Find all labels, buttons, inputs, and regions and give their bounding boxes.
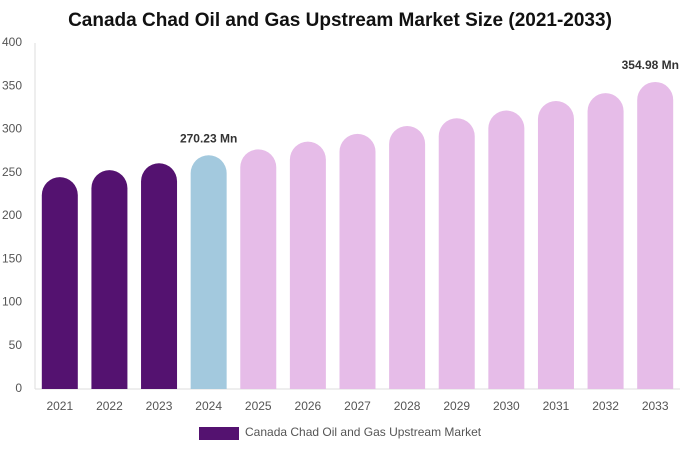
x-tick-label: 2022 xyxy=(96,399,123,413)
x-tick-label: 2032 xyxy=(592,399,619,413)
x-tick-label: 2025 xyxy=(245,399,272,413)
x-tick-label: 2026 xyxy=(295,399,322,413)
bar xyxy=(637,81,674,390)
y-tick-label: 400 xyxy=(2,35,22,49)
legend-swatch xyxy=(199,427,239,440)
bar xyxy=(141,163,178,389)
chart-title: Canada Chad Oil and Gas Upstream Market … xyxy=(68,10,612,31)
x-tick-label: 2030 xyxy=(493,399,520,413)
y-tick-label: 150 xyxy=(2,251,22,265)
bar xyxy=(438,118,475,389)
y-tick-label: 350 xyxy=(2,78,22,92)
x-tick-label: 2033 xyxy=(642,399,669,413)
bar xyxy=(339,133,376,389)
bar xyxy=(587,93,624,390)
y-tick-label: 200 xyxy=(2,208,22,222)
x-tick-label: 2024 xyxy=(195,399,222,413)
x-tick-label: 2023 xyxy=(146,399,173,413)
y-tick-label: 0 xyxy=(15,381,22,395)
x-tick-label: 2021 xyxy=(46,399,73,413)
x-tick-label: 2027 xyxy=(344,399,371,413)
x-tick-label: 2031 xyxy=(543,399,570,413)
bar xyxy=(537,100,574,389)
y-tick-label: 50 xyxy=(9,338,23,352)
x-tick-label: 2028 xyxy=(394,399,421,413)
y-tick-label: 300 xyxy=(2,122,22,136)
bar xyxy=(91,170,128,389)
y-tick-label: 100 xyxy=(2,295,22,309)
bar xyxy=(289,141,326,389)
bar xyxy=(389,126,426,390)
bar xyxy=(41,177,78,389)
y-tick-label: 250 xyxy=(2,165,22,179)
value-label: 354.98 Mn xyxy=(622,58,679,72)
bar xyxy=(190,155,227,389)
bar xyxy=(488,110,525,389)
value-label: 270.23 Mn xyxy=(180,131,237,145)
bar xyxy=(240,149,277,389)
legend-label: Canada Chad Oil and Gas Upstream Market xyxy=(245,425,482,439)
x-tick-label: 2029 xyxy=(443,399,470,413)
